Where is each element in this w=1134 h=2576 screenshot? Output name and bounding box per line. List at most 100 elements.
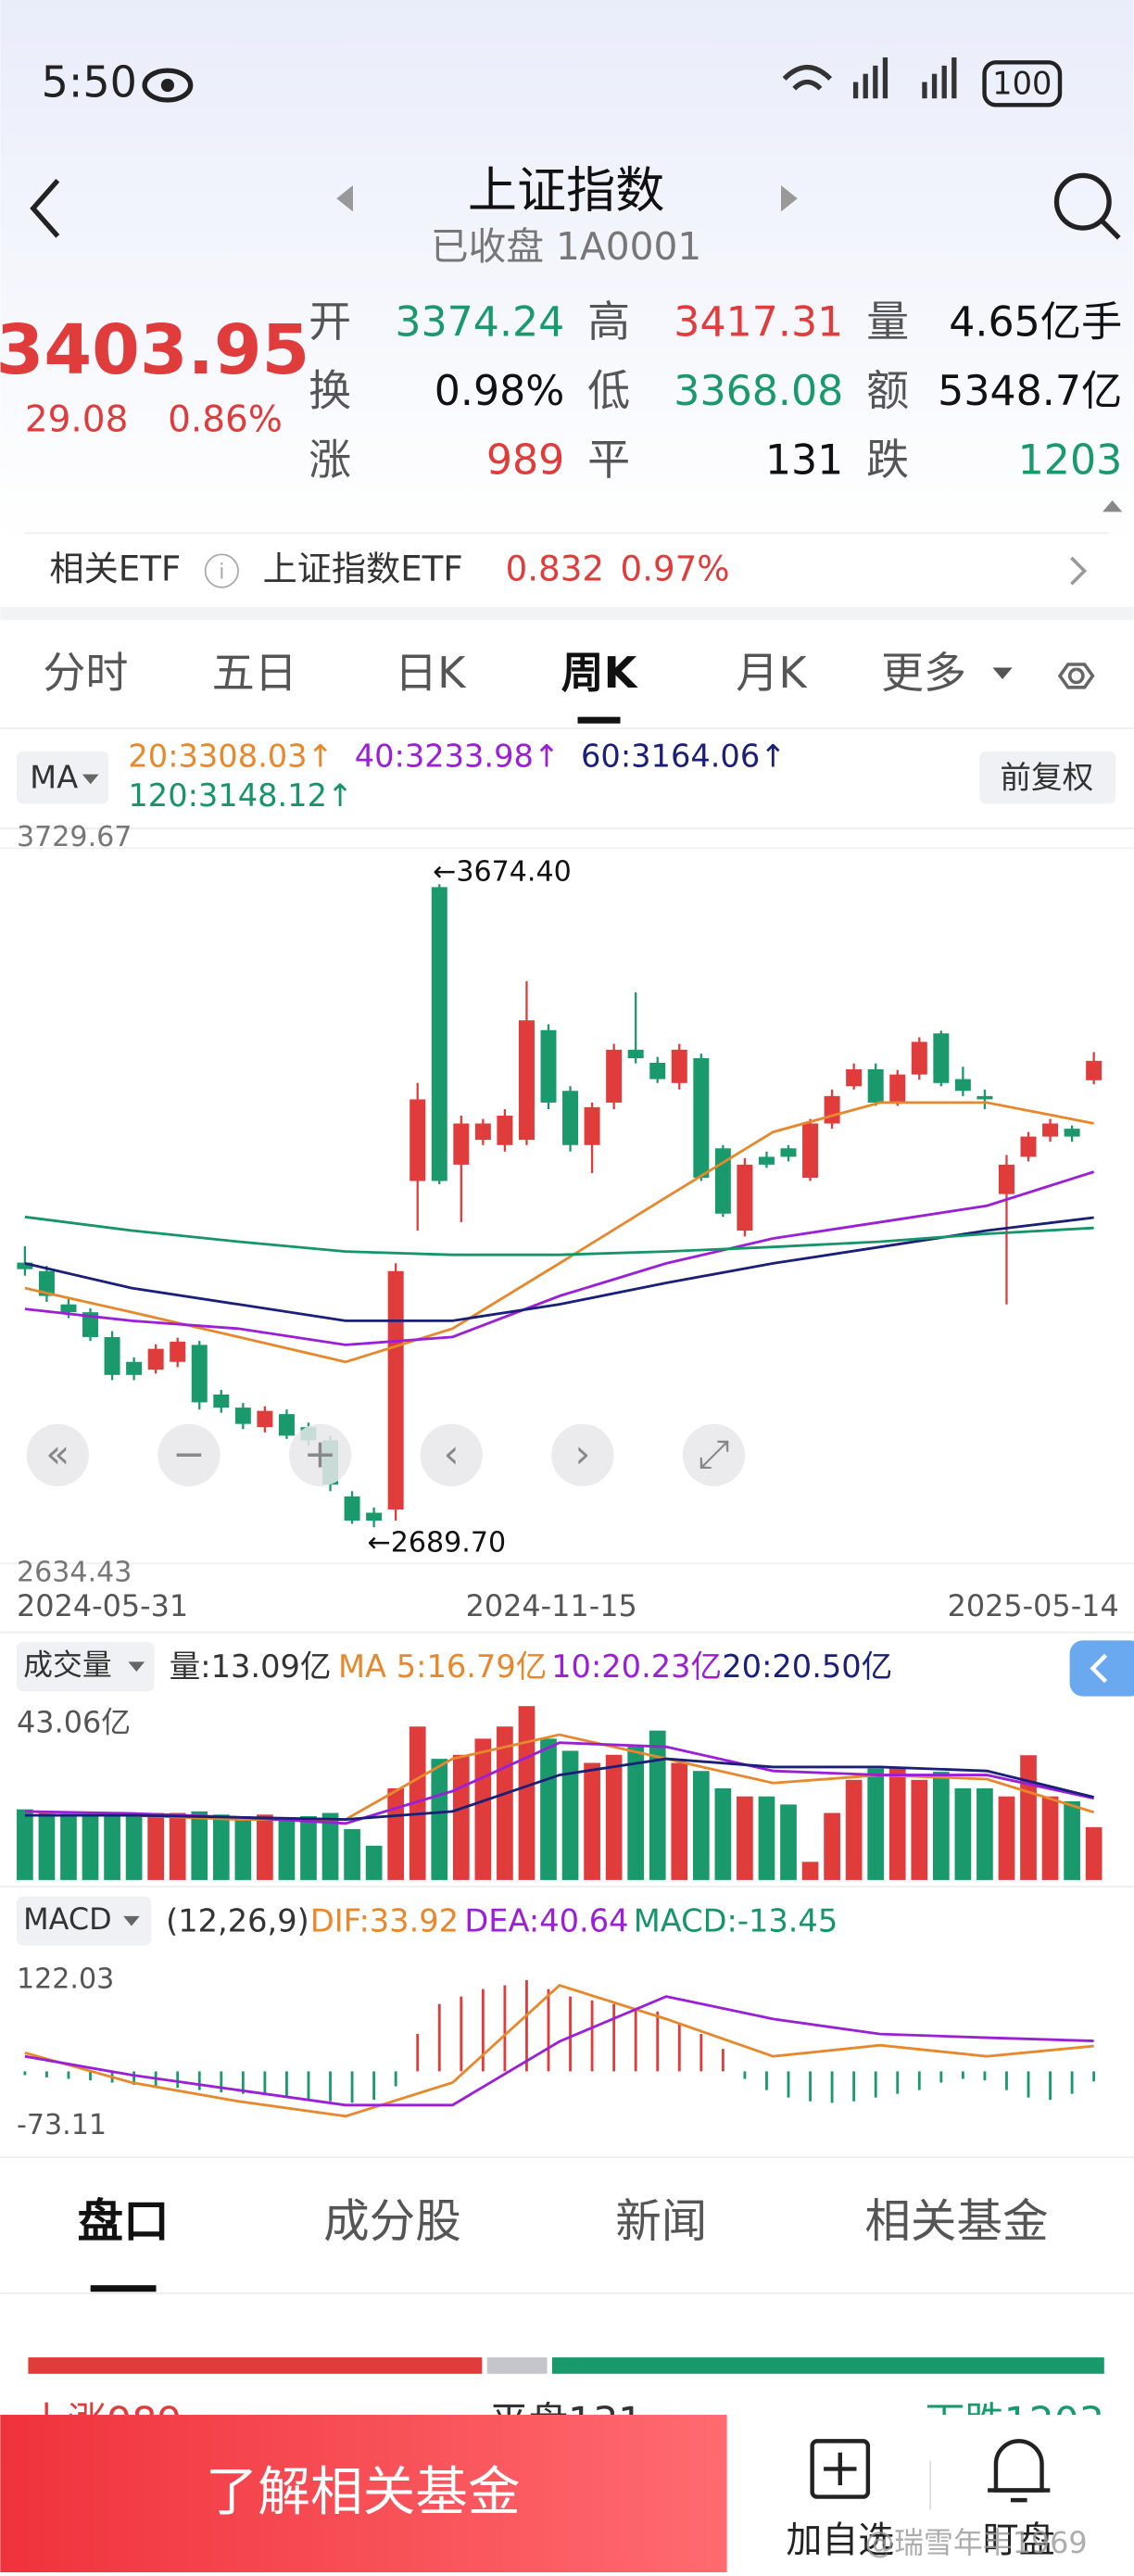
volume-bar [954,1787,972,1880]
chart-control[interactable] [26,1423,89,1486]
volume-bar [321,1812,339,1880]
ma-item: 60:3164.06↑ [581,738,786,774]
candle-body [584,1106,600,1145]
volume-bar [17,1809,33,1880]
volume-ma: 10:20.23亿 [551,1648,722,1685]
macd-params: (12,26,9) [166,1902,309,1938]
tab-underline [577,716,621,724]
volume-bar [147,1812,165,1880]
last-price: 3403.95 [0,309,309,390]
volume-bar [125,1815,143,1880]
volume-bar [758,1796,775,1880]
candle-body [366,1512,383,1521]
volume-bar [932,1772,950,1880]
volume-bar [431,1759,448,1880]
period-tab[interactable]: 日K [395,648,467,698]
battery [982,60,1063,107]
add-icon[interactable] [810,2439,871,2499]
volume-bar [649,1730,666,1880]
section-tab[interactable]: 新闻 [615,2194,707,2248]
candle-body [1086,1060,1102,1080]
ma-line [24,1216,1094,1322]
period-tab[interactable]: 月K [736,648,808,698]
info-icon: i [219,560,224,584]
next-index[interactable] [781,185,798,212]
volume-bar [169,1812,186,1880]
volume-bar [474,1738,492,1880]
low-label: ←2689.70 [368,1526,507,1559]
candle-body [911,1042,927,1075]
field-value: 4.65亿手 [949,299,1122,347]
candle-body [387,1270,404,1510]
volume-bar [801,1862,819,1880]
info-icon[interactable] [204,553,239,588]
volume-bar [824,1812,840,1880]
change-pct: 0.86% [168,398,283,440]
side-tab[interactable] [1069,1640,1134,1697]
etf-chevron[interactable] [1070,556,1088,586]
volume-bar [671,1762,688,1880]
bell-icon[interactable] [988,2439,1051,2503]
volume-bar [365,1845,383,1880]
chart-control[interactable] [682,1423,746,1486]
ma-button[interactable] [17,751,109,804]
candle-body [453,1123,470,1165]
chart-control[interactable] [158,1423,220,1486]
section-tab[interactable]: 成分股 [323,2194,461,2248]
macd-tick-label: -73.11 [17,2109,107,2141]
tab-underline [90,2285,157,2292]
period-tab[interactable]: 更多 [881,648,966,698]
chart-control[interactable] [551,1423,614,1486]
period-tab[interactable]: 周K [561,648,639,698]
volume-bar [212,1814,230,1880]
field-label: 平 [587,435,630,485]
more-arrow [992,667,1013,679]
dropdown-arrow [123,1915,140,1926]
volume-button[interactable] [17,1642,155,1692]
candle-body [431,887,447,1181]
chart-control-icon: + [304,1433,337,1478]
back-button[interactable] [30,178,60,238]
chart-control-icon: « [45,1433,69,1478]
volume-bar [845,1779,863,1880]
macd-button[interactable] [17,1896,152,1946]
volume-bar [561,1750,579,1880]
prev-index[interactable] [336,185,353,212]
candle-body [693,1058,710,1178]
y-tick-label: 3729.67 [17,821,132,853]
etf-label: 相关ETF [49,549,181,589]
volume-bar [191,1811,208,1880]
volume-bar [780,1804,797,1880]
chart-control[interactable] [420,1423,483,1486]
candle-body [213,1394,230,1408]
watch-label: 盯盘 [983,2520,1055,2562]
candle-body [606,1049,623,1103]
field-label: 额 [866,365,909,415]
macd-line [24,1983,1094,2118]
volume-ma: MA 5:16.79亿 [338,1648,547,1685]
candle-body [257,1410,273,1428]
etf-name: 上证指数ETF [263,549,463,589]
volume-bar [1020,1755,1037,1880]
volume-max: 43.06亿 [17,1705,131,1740]
period-tab[interactable]: 分时 [43,648,128,698]
volume-bar [278,1817,296,1880]
section-tab[interactable]: 相关基金 [864,2194,1048,2248]
ma-item: 20:3308.03↑ [128,738,333,774]
expand-corner[interactable] [1102,499,1123,512]
chart-control[interactable] [288,1423,352,1486]
candle-body [954,1079,971,1092]
fund-button[interactable] [0,2415,727,2572]
candle-body [998,1164,1014,1194]
period-tab[interactable]: 五日 [212,648,297,698]
field-label: 高 [587,297,630,347]
ma-item: 120:3148.12↑ [128,777,353,814]
section-tab[interactable]: 盘口 [78,2194,170,2248]
chart-control-icon: − [172,1433,206,1478]
volume-bar [1041,1796,1059,1880]
settings-button[interactable] [1057,663,1095,689]
search-button[interactable] [1053,172,1121,240]
adjust-button[interactable] [979,751,1116,804]
